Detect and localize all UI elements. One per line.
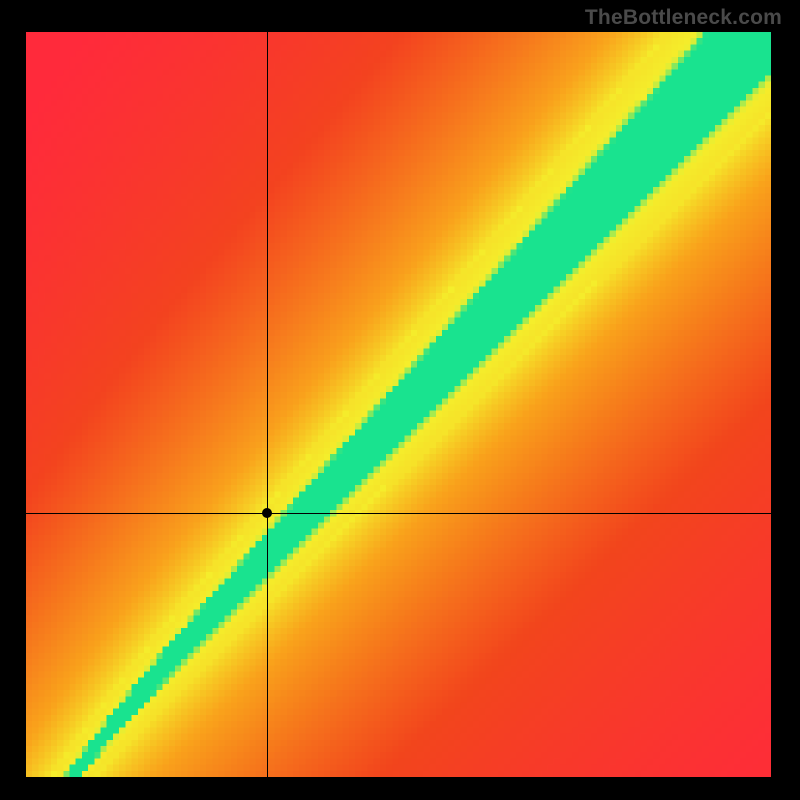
bottleneck-heatmap (26, 32, 771, 777)
crosshair-marker (262, 508, 272, 518)
watermark-text: TheBottleneck.com (585, 6, 782, 30)
chart-frame: TheBottleneck.com (0, 0, 800, 800)
crosshair-horizontal (26, 513, 771, 514)
crosshair-vertical (267, 32, 268, 777)
